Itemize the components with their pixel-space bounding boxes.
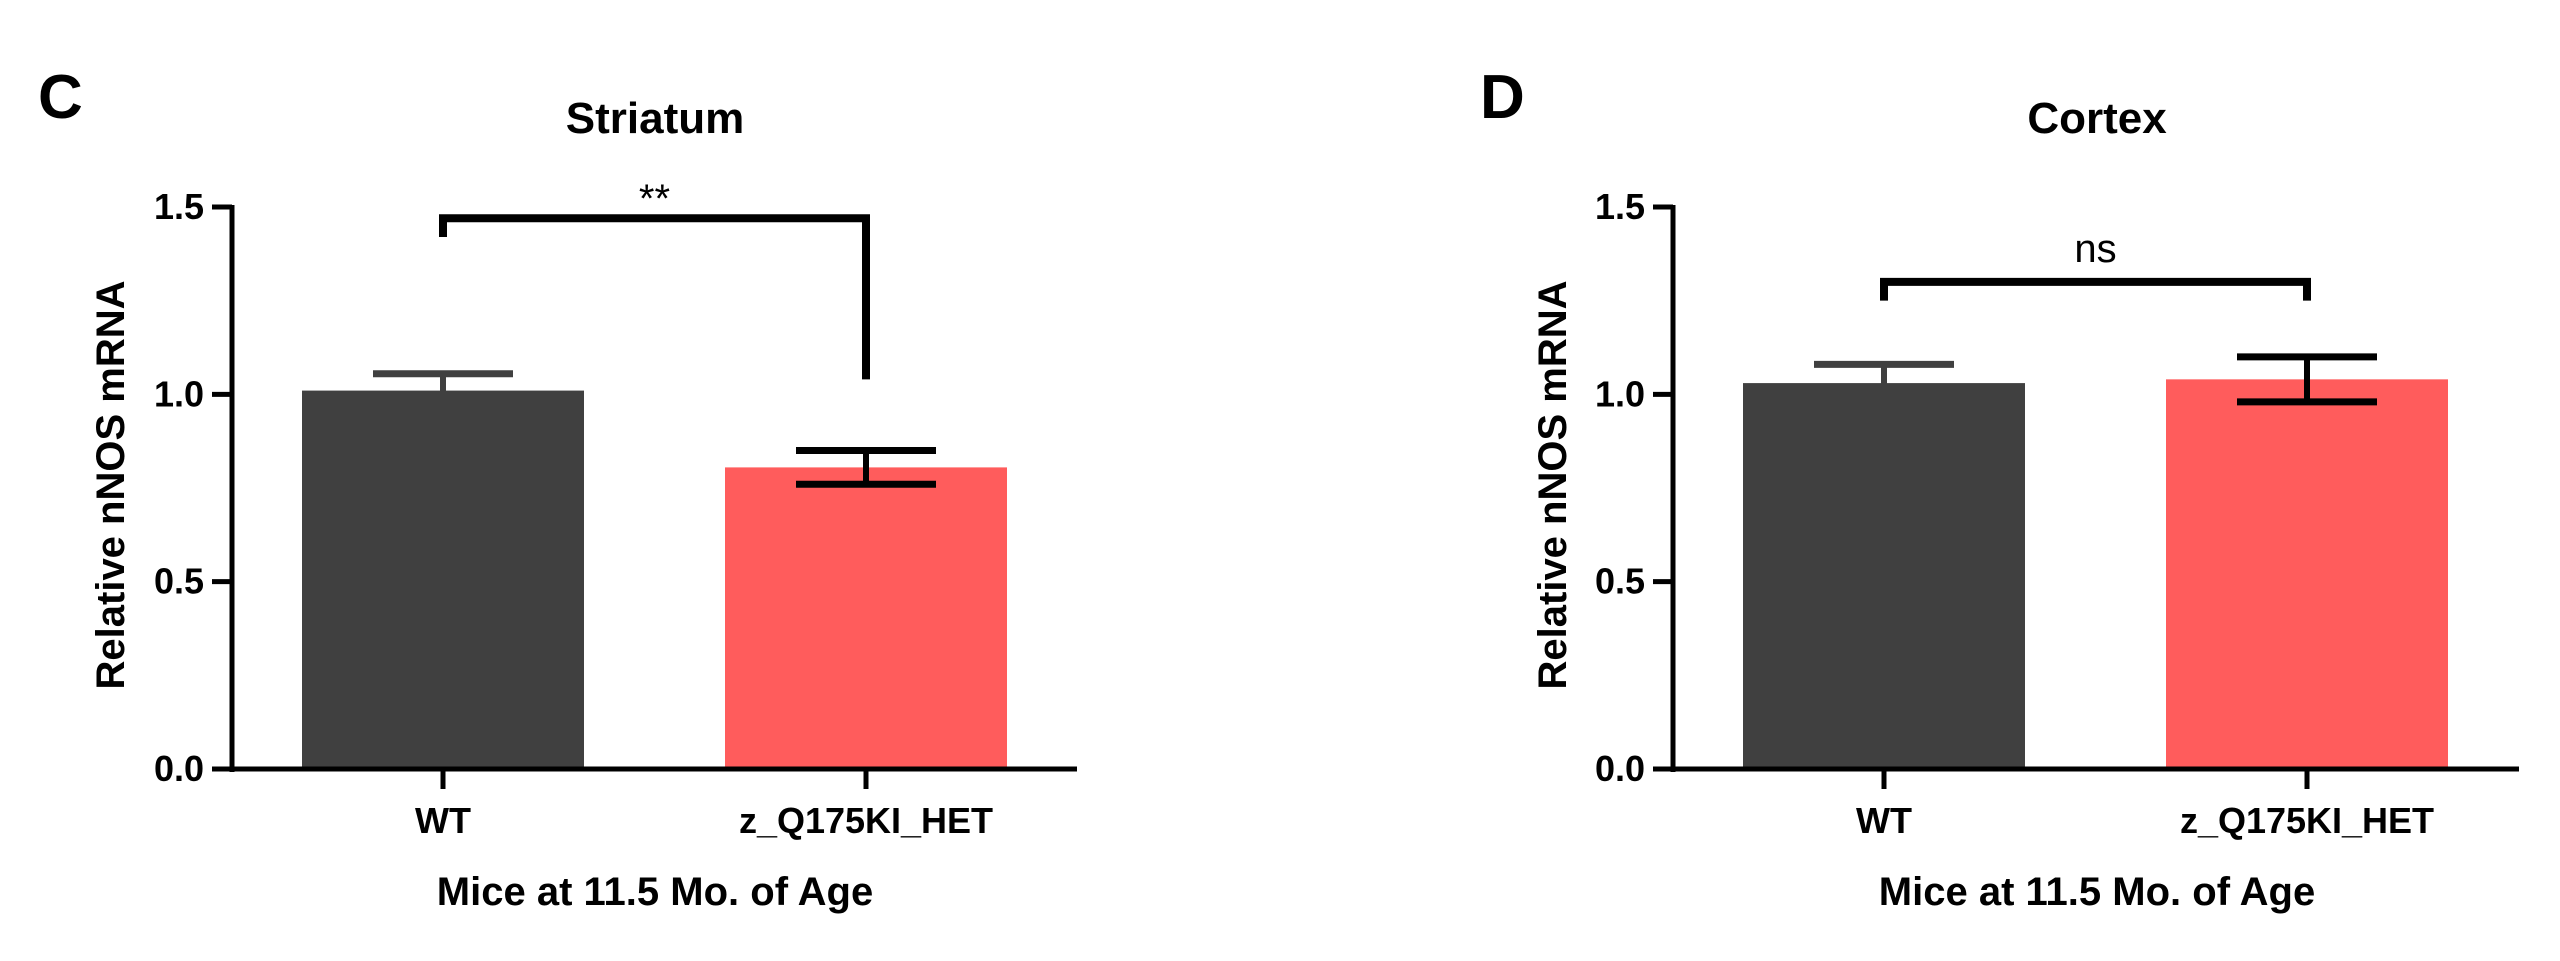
bar [725, 467, 1007, 769]
y-tick-label: 1.0 [1595, 373, 1645, 414]
panel-d-cortex: D Cortex Relative nNOS mRNA Mice at 11.5… [1480, 63, 2519, 914]
panel-c-striatum: C Striatum Relative nNOS mRNA Mice at 11… [38, 63, 1077, 914]
x-axis-title: Mice at 11.5 Mo. of Age [437, 870, 873, 914]
chart-title: Striatum [566, 94, 744, 143]
y-tick-label: 1.5 [1595, 186, 1645, 227]
y-tick-label: 0.0 [1595, 748, 1645, 789]
x-category-label: z_Q175KI_HET [2180, 800, 2434, 841]
panel-letter: C [38, 63, 83, 132]
significance-label: ** [639, 177, 670, 221]
chart-title: Cortex [2027, 94, 2167, 143]
panel-letter: D [1480, 63, 1525, 132]
x-axis-title: Mice at 11.5 Mo. of Age [1879, 870, 2315, 914]
bar [2166, 379, 2448, 769]
x-category-label: WT [1856, 800, 1912, 841]
y-axis-title: Relative nNOS mRNA [1531, 281, 1575, 690]
bar [1743, 383, 2025, 769]
y-tick-label: 0.5 [154, 561, 204, 602]
x-category-label: WT [415, 800, 471, 841]
y-tick-label: 1.5 [154, 186, 204, 227]
plot-area: 0.0 0.5 1.0 1.5 WT z_Q175KI_HET ** [154, 177, 1077, 841]
y-tick-label: 0.5 [1595, 561, 1645, 602]
significance-label: ns [2074, 227, 2116, 271]
y-tick-label: 0.0 [154, 748, 204, 789]
significance-bracket [1880, 277, 2311, 301]
y-tick-label: 1.0 [154, 373, 204, 414]
significance-bracket [439, 214, 870, 380]
plot-area: 0.0 0.5 1.0 1.5 WT z_Q175KI_HET ns [1595, 186, 2519, 841]
x-category-label: z_Q175KI_HET [739, 800, 993, 841]
bar [302, 390, 584, 769]
y-axis-title: Relative nNOS mRNA [89, 281, 133, 690]
